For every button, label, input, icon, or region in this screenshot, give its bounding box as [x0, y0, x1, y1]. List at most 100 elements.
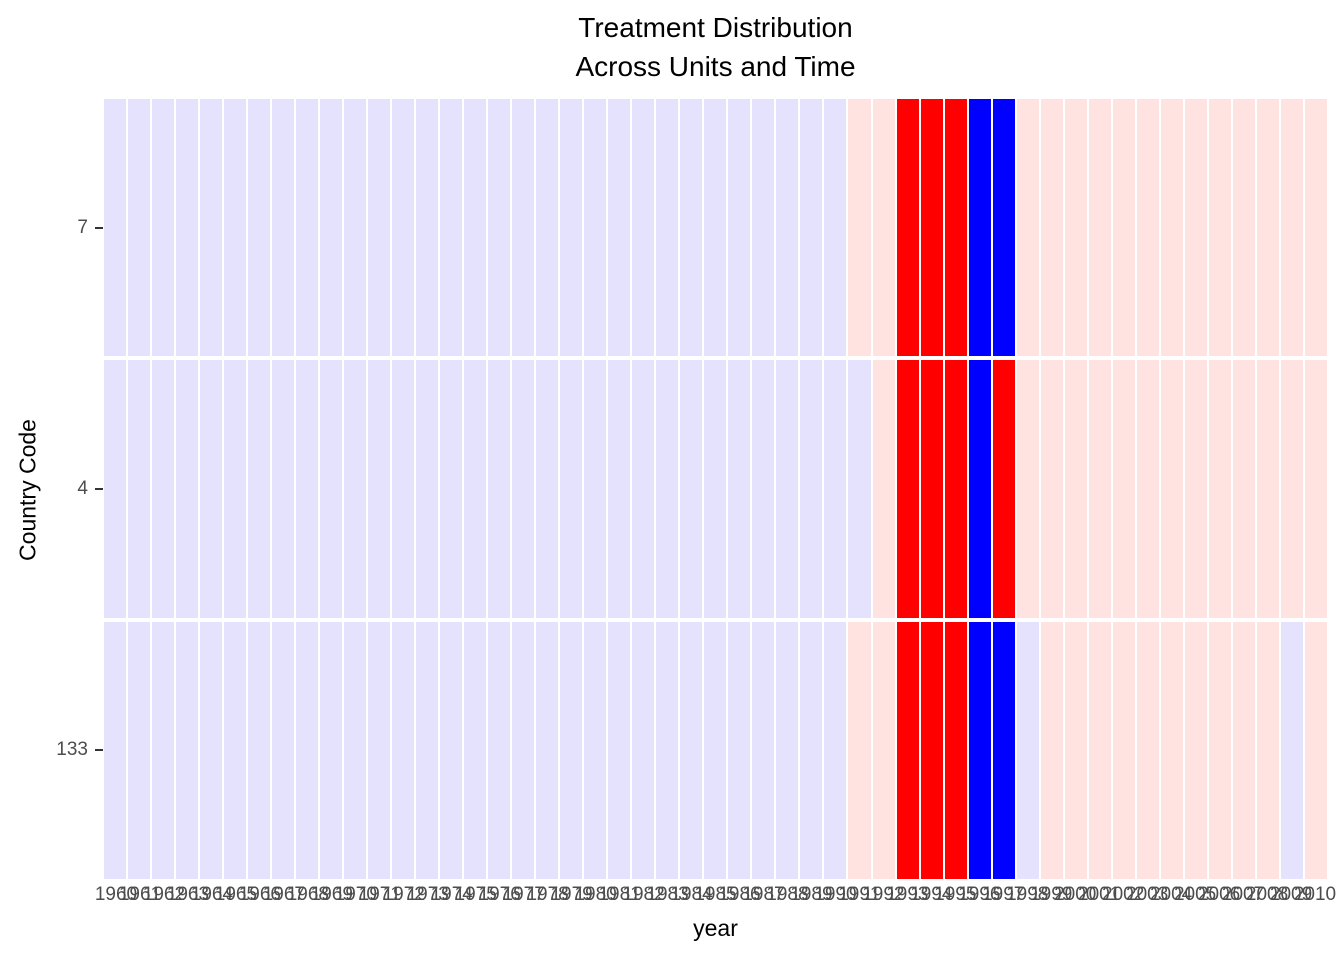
heatmap-cell	[152, 360, 175, 618]
heatmap-cell	[1184, 621, 1207, 879]
x-tick-label: 1992	[862, 884, 905, 905]
heatmap-cell	[416, 99, 439, 357]
heatmap-cell	[320, 99, 343, 357]
heatmap-cell	[536, 621, 559, 879]
heatmap-cell	[752, 99, 775, 357]
heatmap-cell	[848, 360, 871, 618]
x-tick-label: 1970	[334, 884, 377, 905]
heatmap-cell	[704, 621, 727, 879]
heatmap-cell	[872, 360, 895, 618]
heatmap-row-7	[104, 99, 1327, 357]
heatmap-cell	[224, 99, 247, 357]
heatmap-cell	[296, 621, 319, 879]
heatmap-cell	[1232, 621, 1255, 879]
chart-title-line-2: Across Units and Time	[575, 51, 856, 82]
heatmap-cell	[824, 99, 847, 357]
heatmap-cell	[1016, 621, 1039, 879]
heatmap-cell	[176, 360, 199, 618]
heatmap-cell	[320, 360, 343, 618]
heatmap-cell	[272, 621, 295, 879]
x-tick-label: 1963	[166, 884, 210, 905]
x-tick-label: 1995	[934, 884, 977, 905]
heatmap-cell	[632, 99, 655, 357]
heatmap-cell	[608, 621, 631, 879]
heatmap-cell	[176, 99, 199, 357]
heatmap-cell	[728, 99, 751, 357]
heatmap-cell	[344, 99, 367, 357]
heatmap-cell	[680, 621, 703, 879]
heatmap-cell	[344, 621, 367, 879]
heatmap-cell	[296, 360, 319, 618]
heatmap-cell	[992, 360, 1015, 618]
heatmap-cell	[1304, 360, 1327, 618]
heatmap-cell	[968, 99, 991, 357]
heatmap-cell	[1112, 99, 1135, 357]
heatmap-cell	[392, 621, 415, 879]
heatmap-cell	[488, 99, 511, 357]
heatmap-cell	[128, 621, 151, 879]
chart-title-line-1: Treatment Distribution	[578, 12, 853, 43]
heatmap-cell	[872, 99, 895, 357]
x-tick-label: 1975	[454, 884, 497, 905]
heatmap-cell	[1064, 621, 1087, 879]
y-tick-mark	[95, 226, 103, 229]
heatmap-cell	[128, 360, 151, 618]
heatmap-cell	[992, 621, 1015, 879]
heatmap-cell	[1016, 360, 1039, 618]
heatmap-cell	[872, 621, 895, 879]
x-tick-label: 2004	[1149, 884, 1193, 905]
heatmap-cell	[464, 621, 487, 879]
x-tick-label: 1979	[550, 884, 593, 905]
heatmap-cell	[176, 621, 199, 879]
heatmap-cell	[488, 621, 511, 879]
x-tick-label: 2002	[1102, 884, 1145, 905]
heatmap-cell	[200, 621, 223, 879]
heatmap-cell	[1040, 360, 1063, 618]
x-tick-label: 2006	[1197, 884, 1241, 905]
heatmap-cell	[704, 99, 727, 357]
heatmap-cell	[440, 99, 463, 357]
x-tick-label: 1990	[814, 884, 857, 905]
heatmap-cell	[536, 360, 559, 618]
heatmap-cell	[440, 621, 463, 879]
x-tick-label: 1989	[790, 884, 833, 905]
heatmap-cell	[368, 99, 391, 357]
heatmap-cell	[440, 360, 463, 618]
y-tick-label: 7	[77, 216, 88, 238]
heatmap-cell	[1112, 621, 1135, 879]
heatmap-cell	[824, 621, 847, 879]
heatmap-cell	[248, 621, 271, 879]
heatmap-cell	[392, 99, 415, 357]
heatmap-cell	[272, 99, 295, 357]
heatmap-cell	[1160, 621, 1183, 879]
heatmap-cell	[656, 99, 679, 357]
heatmap-cell	[1304, 621, 1327, 879]
x-tick-label: 1986	[718, 884, 761, 905]
heatmap-cell	[416, 360, 439, 618]
heatmap-cell	[728, 621, 751, 879]
x-tick-label: 1961	[118, 884, 162, 905]
heatmap-cell	[1088, 99, 1111, 357]
x-tick-label: 1968	[286, 884, 329, 905]
heatmap-cell	[152, 621, 175, 879]
heatmap-cell	[968, 360, 991, 618]
heatmap-cell	[560, 360, 583, 618]
heatmap-cell	[848, 621, 871, 879]
heatmap-cell	[632, 360, 655, 618]
heatmap-cell	[1208, 99, 1231, 357]
heatmap-cell	[512, 621, 535, 879]
heatmap-cell	[536, 99, 559, 357]
x-tick-label: 1994	[910, 884, 953, 905]
x-tick-label: 1966	[238, 884, 281, 905]
x-tick-label: 1980	[574, 884, 617, 905]
x-tick-label: 1998	[1006, 884, 1049, 905]
heatmap-cell	[920, 621, 943, 879]
heatmap-cell	[1280, 99, 1303, 357]
heatmap-cell	[1256, 621, 1279, 879]
heatmap-cell	[632, 621, 655, 879]
x-tick-label: 1972	[382, 884, 425, 905]
x-tick-label: 1984	[670, 884, 713, 905]
heatmap-cell	[656, 621, 679, 879]
heatmap-cell	[848, 99, 871, 357]
heatmap-cell	[728, 360, 751, 618]
